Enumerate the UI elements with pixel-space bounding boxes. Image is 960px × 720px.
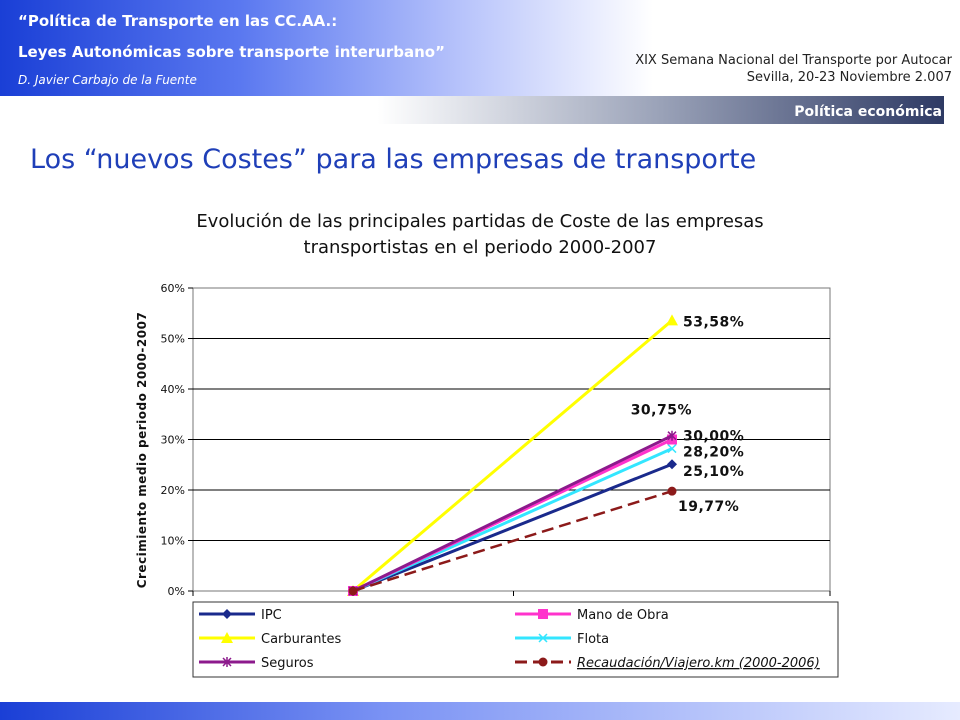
legend-marker bbox=[538, 609, 548, 619]
header-band bbox=[0, 0, 960, 96]
series-line bbox=[352, 489, 673, 593]
y-tick-label: 40% bbox=[161, 383, 185, 396]
data-point bbox=[667, 486, 677, 496]
legend-label: Carburantes bbox=[261, 632, 342, 647]
series-line bbox=[352, 434, 673, 593]
y-axis-label: Crecimiento medio periodo 2000-2007 bbox=[135, 312, 149, 589]
y-tick-label: 60% bbox=[161, 282, 185, 295]
y-tick-label: 10% bbox=[161, 535, 185, 548]
legend-entry: Seguros bbox=[199, 656, 314, 671]
data-point bbox=[666, 314, 678, 326]
legend-label: Mano de Obra bbox=[577, 608, 669, 623]
author-name: D. Javier Carbajo de la Fuente bbox=[18, 73, 197, 87]
data-label: 19,77% bbox=[678, 499, 739, 515]
legend-label: Recaudación/Viajero.km (2000-2006) bbox=[577, 656, 820, 671]
data-point bbox=[667, 444, 677, 454]
data-label: 30,75% bbox=[631, 403, 692, 419]
y-tick-label: 20% bbox=[161, 484, 185, 497]
legend-marker bbox=[538, 657, 548, 667]
event-date: Sevilla, 20-23 Noviembre 2.007 bbox=[746, 70, 952, 85]
data-point bbox=[667, 430, 677, 441]
data-point bbox=[667, 459, 677, 470]
data-label: 28,20% bbox=[683, 445, 744, 461]
event-name: XIX Semana Nacional del Transporte por A… bbox=[635, 53, 952, 68]
data-label: 25,10% bbox=[683, 464, 744, 480]
y-tick-label: 50% bbox=[161, 333, 185, 346]
legend-entry: Recaudación/Viajero.km (2000-2006) bbox=[515, 656, 820, 671]
legend-marker bbox=[221, 632, 233, 643]
presentation-title-line1: “Política de Transporte en las CC.AA.: bbox=[18, 12, 338, 30]
series-line bbox=[352, 462, 673, 593]
section-label: Política económica bbox=[794, 104, 942, 120]
legend-marker bbox=[222, 609, 232, 619]
section-band bbox=[0, 96, 944, 124]
data-point bbox=[348, 586, 358, 596]
legend-entry: IPC bbox=[199, 608, 282, 623]
data-label: 30,00% bbox=[683, 429, 744, 445]
data-label: 53,58% bbox=[683, 314, 744, 330]
legend-entry: Mano de Obra bbox=[515, 608, 669, 623]
legend-marker bbox=[222, 657, 232, 667]
presentation-title-line2: Leyes Autonómicas sobre transporte inter… bbox=[18, 43, 445, 61]
legend-marker bbox=[538, 633, 548, 643]
event-info: XIX Semana Nacional del Transporte por A… bbox=[635, 52, 952, 86]
legend-label: Seguros bbox=[261, 656, 314, 671]
legend-entry: Carburantes bbox=[199, 632, 342, 647]
legend-entry: Flota bbox=[515, 632, 609, 647]
footer-band bbox=[0, 702, 960, 720]
y-tick-label: 30% bbox=[161, 434, 185, 447]
chart-subtitle-line2: transportistas en el periodo 2000-2007 bbox=[303, 237, 657, 258]
chart-subtitle-line1: Evolución de las principales partidas de… bbox=[196, 211, 764, 232]
series-recaudaci-n-viajero-km-2000-2006 bbox=[348, 486, 677, 596]
y-tick-label: 0% bbox=[168, 585, 185, 598]
legend-label: Flota bbox=[577, 632, 609, 647]
legend-label: IPC bbox=[261, 608, 282, 623]
page-title: Los “nuevos Costes” para las empresas de… bbox=[30, 144, 757, 175]
chart-subtitle: Evolución de las principales partidas de… bbox=[0, 209, 960, 261]
series-line bbox=[352, 319, 673, 593]
